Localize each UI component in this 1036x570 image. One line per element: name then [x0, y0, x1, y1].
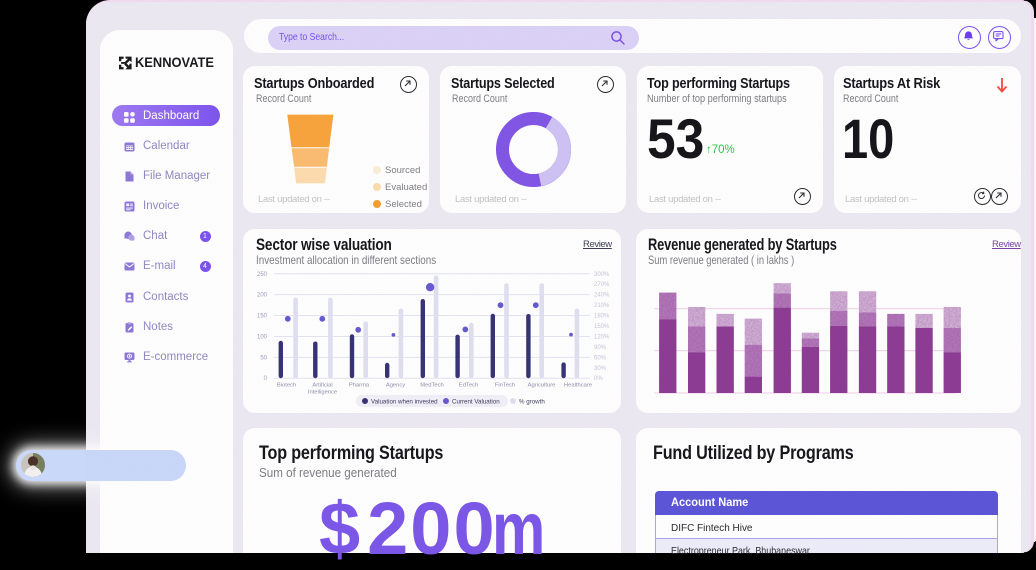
svg-text:% growth: % growth	[519, 399, 545, 406]
svg-text:Healthcare: Healthcare	[564, 383, 592, 389]
svg-text:120%: 120%	[594, 334, 610, 340]
svg-text:EdTech: EdTech	[459, 383, 478, 389]
svg-text:0: 0	[264, 376, 268, 382]
svg-text:300%: 300%	[594, 272, 610, 278]
svg-text:60%: 60%	[594, 355, 607, 361]
svg-text:180%: 180%	[594, 314, 610, 320]
svg-text:270%: 270%	[594, 282, 610, 288]
svg-text:Biotech: Biotech	[277, 383, 296, 389]
svg-text:0%: 0%	[594, 376, 603, 382]
svg-text:30%: 30%	[594, 366, 607, 372]
svg-text:Pharma: Pharma	[349, 383, 370, 389]
svg-text:90%: 90%	[594, 345, 607, 351]
svg-text:Current Valuation: Current Valuation	[452, 399, 500, 406]
svg-text:100: 100	[257, 334, 268, 340]
svg-text:150: 150	[257, 314, 268, 320]
svg-text:Artificial: Artificial	[312, 383, 332, 389]
svg-text:50: 50	[260, 355, 267, 361]
svg-text:MedTech: MedTech	[420, 383, 444, 389]
svg-text:Valuation when invested: Valuation when invested	[371, 399, 438, 406]
svg-text:Agency: Agency	[386, 383, 405, 389]
svg-text:Agriculture: Agriculture	[528, 383, 556, 389]
svg-text:200: 200	[257, 293, 268, 299]
svg-text:250: 250	[257, 272, 268, 278]
svg-text:FinTech: FinTech	[495, 383, 515, 389]
svg-text:210%: 210%	[594, 303, 610, 309]
svg-text:240%: 240%	[594, 293, 610, 299]
svg-text:150%: 150%	[594, 324, 610, 330]
svg-text:Intelligence: Intelligence	[308, 390, 337, 396]
